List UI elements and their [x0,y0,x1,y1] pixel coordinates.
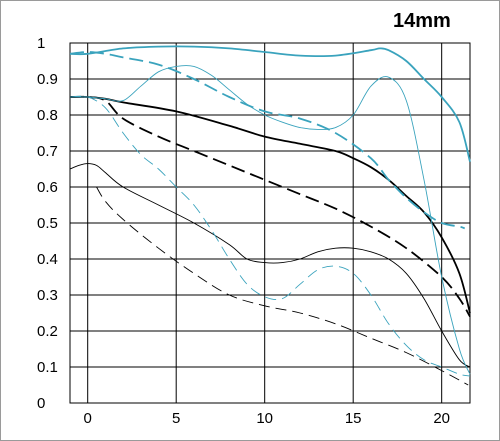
y-tick-label: 0.3 [37,287,58,304]
series-line-cyan-solid-thin [69,65,471,375]
x-tick-label: 20 [433,410,450,427]
plot-frame [69,42,471,404]
series-line-cyan-dashed-thick [69,51,466,230]
x-tick-labels: 0 5 10 15 20 [84,410,450,427]
y-tick-label: 0 [37,395,45,412]
y-tick-label: 0.2 [37,323,58,340]
y-tick-label: 0.9 [37,71,58,88]
series-line-cyan-dashed-thin [69,95,471,377]
series-line-cyan-solid-thick [69,45,471,163]
grid [69,42,471,404]
series-line-black-dashed-thin [96,186,469,386]
y-tick-label: 0.6 [37,179,58,196]
series-line-black-solid-thick [69,95,471,314]
chart-title: 14mm [393,10,451,32]
y-tick-label: 0.4 [37,251,58,268]
x-tick-label: 5 [172,410,180,427]
y-tick-label: 0.5 [37,215,58,232]
y-tick-label: 1 [37,35,45,52]
x-tick-label: 10 [256,410,273,427]
x-tick-label: 0 [84,410,92,427]
y-tick-label: 0.8 [37,107,58,124]
series-layer [69,45,471,386]
x-tick-label: 15 [345,410,362,427]
y-tick-labels: 0 0.1 0.2 0.3 0.4 0.5 0.6 0.7 0.8 0.9 1 [37,35,58,412]
series-line-black-solid-thin [69,163,471,368]
y-tick-label: 0.1 [37,359,58,376]
series-line-black-dashed-thick [69,95,471,318]
y-tick-label: 0.7 [37,143,58,160]
